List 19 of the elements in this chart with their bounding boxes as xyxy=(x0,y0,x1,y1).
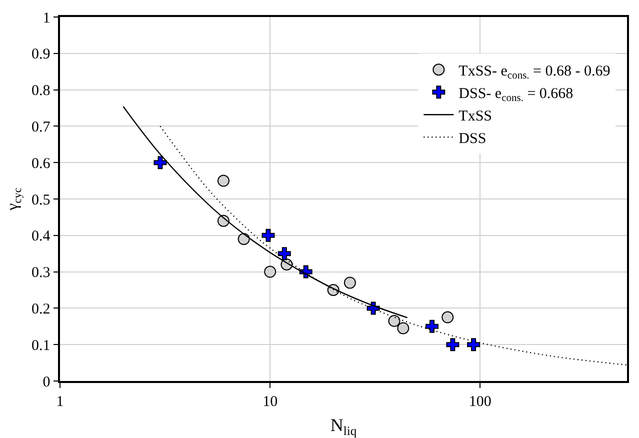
y-tick-label: 0.2 xyxy=(32,301,50,318)
y-tick-label: 0.8 xyxy=(32,83,50,100)
y-tick-label: 0.6 xyxy=(32,156,51,172)
legend-label: DSS xyxy=(458,131,486,147)
y-tick-label: 0.5 xyxy=(32,192,50,208)
x-axis-title: N$_{liq}$ xyxy=(330,415,358,438)
y-tick-label: 0.7 xyxy=(32,119,51,136)
legend-label: TxSS xyxy=(458,108,492,124)
y-tick-label: 0.9 xyxy=(32,46,50,63)
x-tick-label: 1 xyxy=(56,394,64,410)
x-tick-label: 100 xyxy=(468,394,492,410)
legend-label: DSS- e$_{cons.}$ = 0.668 xyxy=(458,86,574,104)
y-tick-label: 0.1 xyxy=(32,338,50,354)
y-tick-label: 0 xyxy=(42,374,50,390)
legend-label: TxSS- e$_{cons.}$ = 0.68 - 0.69 xyxy=(458,64,610,82)
y-tick-label: 0.4 xyxy=(32,228,51,245)
y-tick-label: 0.3 xyxy=(32,265,50,282)
x-tick-label: 10 xyxy=(262,394,278,410)
y-tick-label: 1 xyxy=(42,10,50,26)
